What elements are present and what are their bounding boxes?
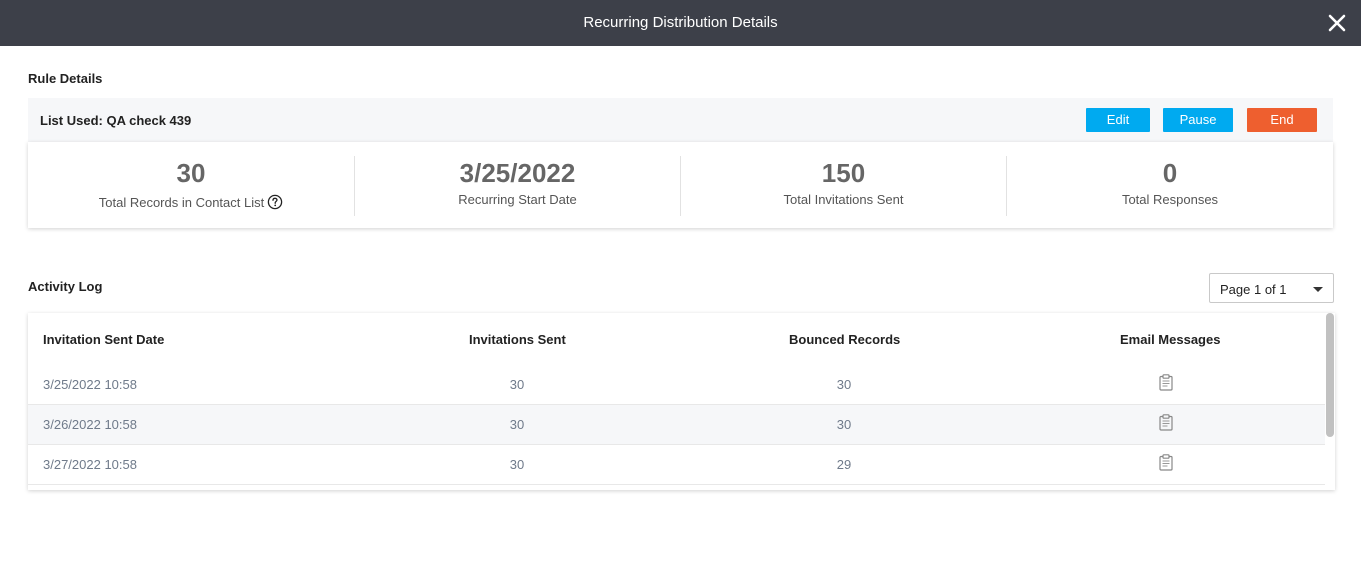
stat-label-text: Total Records in Contact List xyxy=(98,195,265,210)
rule-details-title: Rule Details xyxy=(28,71,103,86)
stat-label: Total Responses xyxy=(1121,192,1219,207)
cell-bounced: 29 xyxy=(836,457,852,472)
stat-label: Total Records in Contact List xyxy=(28,194,354,213)
stat-value: 3/25/2022 xyxy=(459,158,576,188)
cell-sent: 30 xyxy=(509,457,525,472)
page-select-value: Page 1 of 1 xyxy=(1220,282,1287,297)
stat-value: 150 xyxy=(821,158,866,188)
stat-label: Total Invitations Sent xyxy=(783,192,904,207)
table-row: 3/27/2022 10:58 30 29 xyxy=(28,445,1325,485)
rule-bar: List Used: QA check 439 Edit Pause End xyxy=(28,98,1333,142)
column-header-invitations-sent[interactable]: Invitations Sent xyxy=(469,332,566,347)
stats-card: 30 Total Records in Contact List 3/25/20… xyxy=(28,142,1333,228)
table-row: 3/26/2022 10:58 30 30 xyxy=(28,405,1325,445)
list-used-label: List Used: QA check 439 xyxy=(40,113,192,128)
stat-divider xyxy=(680,156,681,216)
edit-button[interactable]: Edit xyxy=(1086,108,1150,132)
cell-bounced: 30 xyxy=(836,377,852,392)
stat-invitations-sent: 150 Total Invitations Sent xyxy=(681,142,1006,228)
modal-header: Recurring Distribution Details xyxy=(0,0,1361,46)
cell-bounced: 30 xyxy=(836,417,852,432)
stat-divider xyxy=(1006,156,1007,216)
stat-divider xyxy=(354,156,355,216)
cell-date: 3/25/2022 10:58 xyxy=(43,377,137,392)
stat-label: Recurring Start Date xyxy=(458,192,577,207)
end-button[interactable]: End xyxy=(1247,108,1317,132)
clipboard-icon[interactable] xyxy=(1159,454,1173,476)
cell-sent: 30 xyxy=(509,377,525,392)
column-header-email-messages[interactable]: Email Messages xyxy=(1120,332,1221,347)
help-icon[interactable] xyxy=(267,194,283,213)
chevron-down-icon xyxy=(1313,287,1323,292)
stat-start-date: 3/25/2022 Recurring Start Date xyxy=(355,142,680,228)
pause-button[interactable]: Pause xyxy=(1163,108,1233,132)
clipboard-icon[interactable] xyxy=(1159,414,1173,436)
stat-total-records: 30 Total Records in Contact List xyxy=(28,142,354,228)
stat-total-responses: 0 Total Responses xyxy=(1007,142,1333,228)
activity-log-table: Invitation Sent Date Invitations Sent Bo… xyxy=(28,313,1335,490)
stat-value: 0 xyxy=(1162,158,1178,188)
clipboard-icon[interactable] xyxy=(1159,374,1173,396)
activity-log-title: Activity Log xyxy=(28,279,103,294)
modal-title: Recurring Distribution Details xyxy=(583,14,778,31)
cell-date: 3/26/2022 10:58 xyxy=(43,417,137,432)
cell-date: 3/27/2022 10:58 xyxy=(43,457,137,472)
table-row: 3/25/2022 10:58 30 30 xyxy=(28,365,1325,405)
stat-value: 30 xyxy=(176,158,206,188)
page-select[interactable]: Page 1 of 1 xyxy=(1209,273,1334,303)
vertical-scrollbar[interactable] xyxy=(1326,313,1334,437)
close-icon[interactable] xyxy=(1327,13,1347,33)
cell-sent: 30 xyxy=(509,417,525,432)
column-header-date[interactable]: Invitation Sent Date xyxy=(43,332,165,347)
column-header-bounced[interactable]: Bounced Records xyxy=(789,332,901,347)
